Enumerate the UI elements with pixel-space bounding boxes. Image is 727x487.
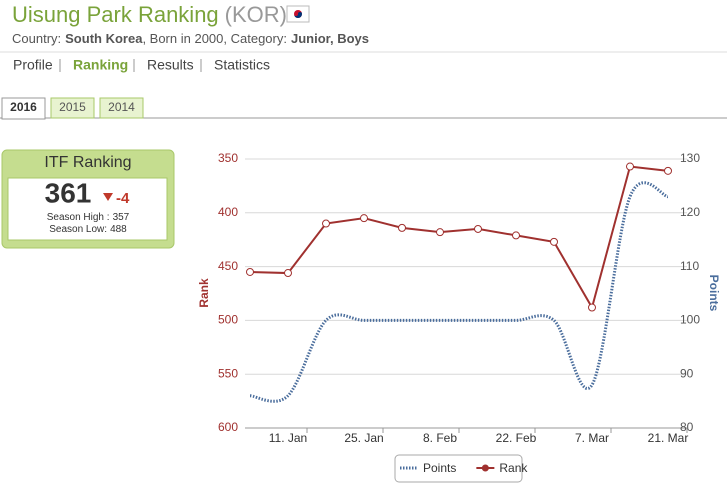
y2-tick-label: 80 bbox=[680, 420, 694, 434]
x-tick-label: 11. Jan bbox=[269, 431, 307, 445]
legend-marker bbox=[481, 464, 489, 472]
y-tick-label: 600 bbox=[218, 420, 238, 434]
series-line bbox=[249, 181, 669, 403]
data-point bbox=[398, 223, 406, 232]
tab[interactable] bbox=[99, 97, 144, 119]
data-point bbox=[588, 303, 596, 312]
season-low: Season Low: 488 bbox=[49, 224, 127, 235]
y-tick-label: 450 bbox=[218, 259, 238, 273]
data-point bbox=[512, 231, 520, 240]
legend-box bbox=[394, 454, 523, 483]
change-arrow bbox=[103, 193, 113, 201]
tab-label[interactable]: 2016 bbox=[10, 100, 37, 114]
season-low-label: Season Low: bbox=[49, 224, 107, 235]
x-tick-label: 7. Mar bbox=[575, 431, 609, 445]
legend-label[interactable]: Points bbox=[423, 461, 456, 475]
tab[interactable] bbox=[50, 97, 95, 119]
data-point bbox=[322, 219, 330, 228]
y-tick-label: 350 bbox=[218, 151, 238, 165]
rank-change: -4 bbox=[116, 190, 130, 207]
player-details: Country: South Korea, Born in 2000, Categ… bbox=[12, 31, 369, 46]
player-title: Uisung Park Ranking (KOR) bbox=[12, 2, 287, 27]
player-name: Uisung Park Ranking bbox=[12, 2, 219, 27]
card-inner bbox=[7, 177, 168, 241]
x-tick-label: 21. Mar bbox=[648, 431, 689, 445]
season-high-value: 357 bbox=[113, 212, 130, 223]
y-tick-label: 500 bbox=[218, 313, 238, 327]
country-code: (KOR) bbox=[225, 2, 287, 27]
y-tick-label: 400 bbox=[218, 205, 238, 219]
y-axis-title: Rank bbox=[197, 278, 211, 308]
detail-value: South Korea bbox=[65, 31, 143, 46]
data-point bbox=[436, 228, 444, 237]
tab-label[interactable]: 2014 bbox=[108, 100, 135, 114]
flag bbox=[286, 5, 310, 23]
y-tick-label: 550 bbox=[218, 366, 238, 380]
detail-label: Country: bbox=[12, 31, 61, 46]
detail-label: , Born in 2000, Category: bbox=[142, 31, 287, 46]
data-point bbox=[284, 269, 292, 278]
chart: 350 400 450 500 550 600 80 90 100 110 120 130 Rank Po… bbox=[197, 151, 721, 483]
nav-link[interactable]: Statistics bbox=[214, 57, 270, 73]
tabs: 2016 2015 2014 bbox=[1, 97, 144, 120]
y2-axis-title: Points bbox=[707, 275, 721, 312]
nav-link[interactable]: Ranking bbox=[73, 57, 128, 73]
nav: Profile Ranking Results Statistics bbox=[13, 57, 270, 73]
season-high: Season High :357 bbox=[47, 212, 130, 223]
y2-tick-label: 90 bbox=[680, 366, 694, 380]
tab-label[interactable]: 2015 bbox=[59, 100, 86, 114]
current-rank: 361 bbox=[45, 177, 92, 208]
card-title: ITF Ranking bbox=[44, 154, 131, 171]
y2-tick-label: 130 bbox=[680, 151, 700, 165]
y2-tick-label: 100 bbox=[680, 313, 700, 327]
tab[interactable] bbox=[1, 97, 46, 120]
x-tick-label: 8. Feb bbox=[423, 431, 457, 445]
x-tick-label: 25. Jan bbox=[344, 431, 383, 445]
data-point bbox=[626, 162, 634, 171]
ranking-card: ITF Ranking 361 -4 Season High :357 Seas… bbox=[1, 149, 175, 249]
nav-link[interactable]: Results bbox=[147, 57, 194, 73]
data-point bbox=[360, 214, 368, 223]
legend-label[interactable]: Rank bbox=[499, 461, 528, 475]
season-low-value: 488 bbox=[110, 224, 127, 235]
nav-link[interactable]: Profile bbox=[13, 57, 53, 73]
data-point bbox=[664, 166, 672, 175]
data-point bbox=[550, 237, 558, 246]
y2-tick-label: 120 bbox=[680, 205, 700, 219]
data-point bbox=[474, 224, 482, 233]
detail-value: Junior, Boys bbox=[291, 31, 369, 46]
y2-tick-label: 110 bbox=[680, 259, 699, 273]
season-high-label: Season High : bbox=[47, 212, 110, 223]
x-tick-label: 22. Feb bbox=[496, 431, 537, 445]
series-line bbox=[249, 165, 669, 311]
data-point bbox=[246, 267, 254, 276]
